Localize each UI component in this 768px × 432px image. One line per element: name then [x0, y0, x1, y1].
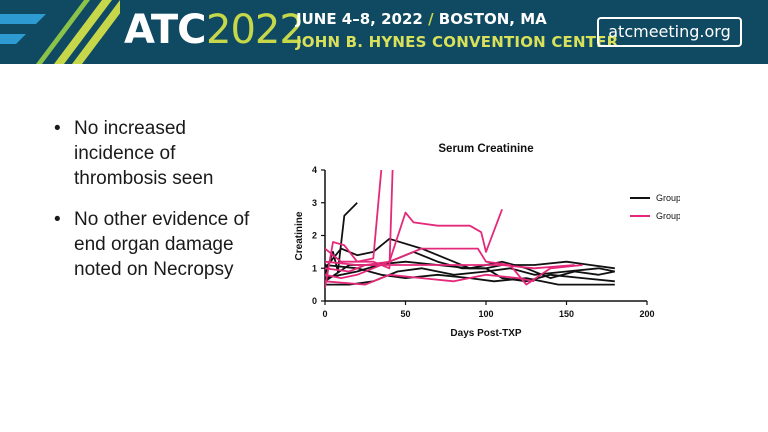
- y-tick-label: 3: [312, 198, 317, 208]
- series-group-b-line: [325, 208, 503, 273]
- event-dates: JUNE 4–8, 2022: [296, 10, 423, 28]
- logo-year: 2022: [206, 7, 305, 53]
- y-axis-label: Creatinine: [294, 211, 305, 260]
- bullet-dot-icon: •: [54, 209, 61, 230]
- series-group-b-line: [325, 273, 535, 286]
- y-tick-label: 4: [312, 165, 317, 175]
- bullet-text: No other evidence of end organ damage no…: [74, 209, 250, 280]
- separator: /: [428, 10, 434, 28]
- logo-atc: ATC: [124, 7, 206, 53]
- x-tick-label: 150: [559, 309, 574, 319]
- bullet-list: • No increased incidence of thrombosis s…: [52, 116, 252, 298]
- website-url[interactable]: atcmeeting.org: [597, 17, 742, 47]
- event-venue: JOHN B. HYNES CONVENTION CENTER: [296, 33, 619, 51]
- x-tick-label: 200: [639, 309, 654, 319]
- series-group-b-line: [325, 260, 575, 270]
- series-group-a-line: [325, 267, 615, 286]
- x-tick-label: 100: [478, 309, 493, 319]
- series-group-b-line: [325, 170, 394, 270]
- series-group-b-line: [325, 247, 583, 286]
- x-tick-label: 0: [322, 309, 327, 319]
- serum-creatinine-chart: Serum Creatinine Creatinine Days Post-TX…: [294, 143, 680, 339]
- chart-axes: 0 50 100 150 200 0 1 2 3 4: [312, 165, 655, 319]
- legend-label: Group B (n=6): [656, 211, 680, 221]
- bullet-item: • No other evidence of end organ damage …: [52, 207, 252, 282]
- chart-title: Serum Creatinine: [438, 143, 533, 155]
- bullet-text: No increased incidence of thrombosis see…: [74, 118, 214, 189]
- legend-label: Group A (n=6): [656, 193, 680, 203]
- chart-lines: [325, 170, 615, 289]
- banner-stripes: [0, 0, 120, 64]
- series-group-b-line: [325, 170, 383, 289]
- y-tick-label: 2: [312, 231, 317, 241]
- y-tick-label: 0: [312, 296, 317, 306]
- chart-legend: Group A (n=6) Group B (n=6): [630, 193, 680, 221]
- conference-banner: ATC 2022 JUNE 4–8, 2022 / BOSTON, MA JOH…: [0, 0, 768, 64]
- y-tick-label: 1: [312, 263, 317, 273]
- bullet-dot-icon: •: [54, 118, 61, 139]
- bullet-item: • No increased incidence of thrombosis s…: [52, 116, 252, 191]
- event-dates-location: JUNE 4–8, 2022 / BOSTON, MA: [296, 10, 547, 28]
- series-group-a-line: [325, 237, 615, 270]
- x-axis-label: Days Post-TXP: [450, 328, 521, 339]
- event-city: BOSTON, MA: [438, 10, 547, 28]
- x-tick-label: 50: [400, 309, 410, 319]
